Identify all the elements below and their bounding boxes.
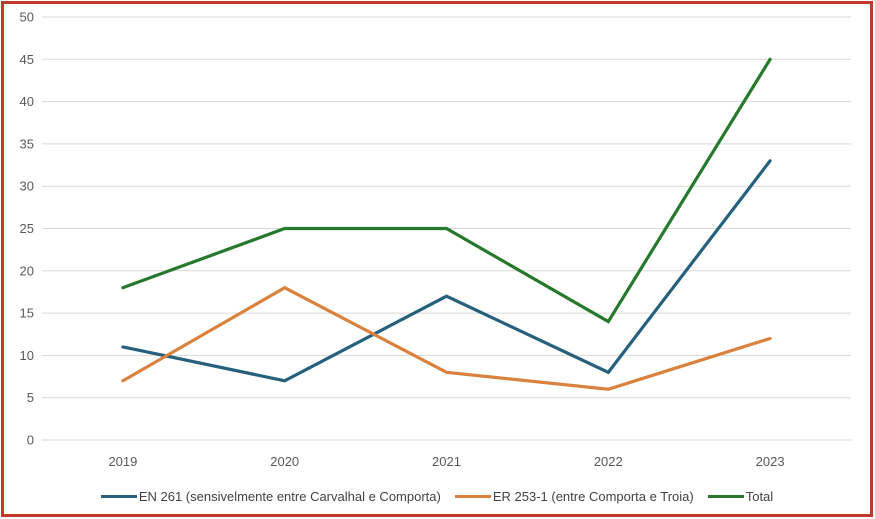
y-axis-tick-label: 10 [20,348,34,363]
y-axis-tick-label: 50 [20,10,34,25]
series-line-1 [121,285,772,391]
y-axis-tick-label: 30 [20,179,34,194]
x-axis-tick-label: 2023 [756,454,785,469]
legend-item-en-261: EN 261 (sensivelmente entre Carvalhal e … [100,488,441,504]
y-axis-tick-label: 20 [20,263,34,278]
legend-label-total: Total [745,488,774,504]
y-axis-tick-label: 40 [20,94,34,109]
y-axis-tick-label: 35 [20,136,34,151]
y-axis-tick-label: 15 [20,306,34,321]
legend-item-er-253-1: ER 253-1 (entre Comporta e Troia) [454,488,694,504]
series-line-2 [121,57,772,324]
legend-item-total: Total [707,488,774,504]
x-axis-tick-label: 2021 [432,454,461,469]
legend-line-swatch-en-261 [100,494,137,498]
x-axis-tick-label: 2019 [108,454,137,469]
y-axis-tick-label: 5 [27,390,34,405]
legend-line-swatch-er-253-1 [454,494,491,498]
x-axis-tick-label: 2022 [594,454,623,469]
x-axis-tick-label: 2020 [270,454,299,469]
y-axis-tick-label: 45 [20,52,34,67]
legend-line-swatch-total [707,494,744,498]
legend-label-en-261: EN 261 (sensivelmente entre Carvalhal e … [138,488,441,504]
y-axis-tick-label: 25 [20,221,34,236]
line-chart-plot-area: 0 5 10 15 20 25 30 35 40 45 50 2019 2020 2021 2022 2023 [20,10,851,469]
series-line-0 [121,159,772,383]
y-axis-tick-label: 0 [27,433,34,448]
legend-label-er-253-1: ER 253-1 (entre Comporta e Troia) [492,488,694,504]
chart-legend: EN 261 (sensivelmente entre Carvalhal e … [4,484,870,508]
